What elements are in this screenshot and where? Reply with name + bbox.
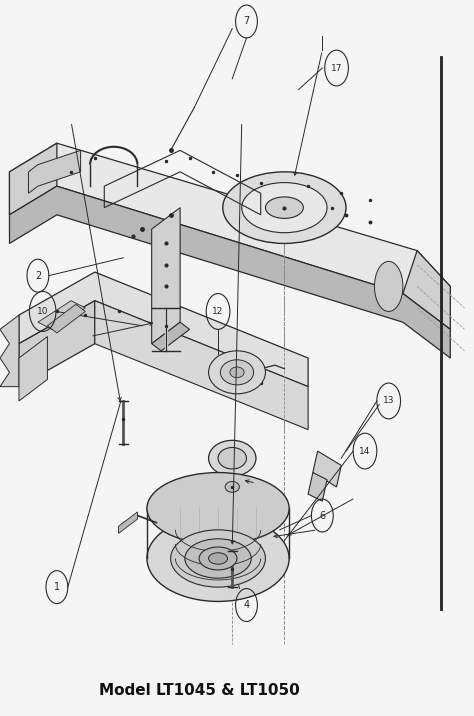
Text: Model LT1045 & LT1050: Model LT1045 & LT1050 [99, 684, 300, 698]
Polygon shape [152, 208, 180, 344]
Ellipse shape [209, 351, 265, 394]
Ellipse shape [225, 481, 239, 493]
Ellipse shape [209, 553, 228, 564]
Polygon shape [403, 251, 450, 329]
Ellipse shape [230, 367, 244, 378]
Ellipse shape [199, 547, 237, 570]
Ellipse shape [147, 516, 289, 601]
Ellipse shape [209, 440, 256, 476]
Ellipse shape [216, 474, 249, 500]
Text: 4: 4 [244, 600, 249, 610]
Ellipse shape [147, 473, 289, 544]
Polygon shape [308, 473, 327, 501]
Text: 1: 1 [54, 582, 60, 592]
Polygon shape [47, 304, 85, 333]
Polygon shape [9, 143, 57, 215]
Polygon shape [152, 322, 190, 351]
Text: 6: 6 [319, 511, 325, 521]
Text: 10: 10 [37, 307, 48, 316]
Polygon shape [313, 451, 341, 487]
Text: 14: 14 [359, 447, 371, 455]
Polygon shape [28, 150, 81, 193]
Ellipse shape [223, 172, 346, 243]
Polygon shape [19, 301, 95, 387]
Polygon shape [118, 512, 137, 533]
Text: 12: 12 [212, 307, 224, 316]
Ellipse shape [185, 538, 251, 579]
Polygon shape [0, 315, 19, 387]
Text: 17: 17 [331, 64, 342, 72]
Polygon shape [38, 301, 85, 329]
Ellipse shape [218, 448, 246, 469]
Text: 7: 7 [243, 16, 250, 26]
Polygon shape [9, 186, 450, 358]
Ellipse shape [242, 183, 327, 233]
Polygon shape [19, 272, 308, 387]
Text: 2: 2 [35, 271, 41, 281]
Ellipse shape [220, 359, 254, 385]
Polygon shape [95, 301, 308, 430]
Polygon shape [19, 337, 47, 401]
Polygon shape [9, 143, 450, 329]
Ellipse shape [171, 530, 265, 587]
Ellipse shape [265, 197, 303, 218]
Ellipse shape [374, 261, 403, 311]
Text: 13: 13 [383, 397, 394, 405]
